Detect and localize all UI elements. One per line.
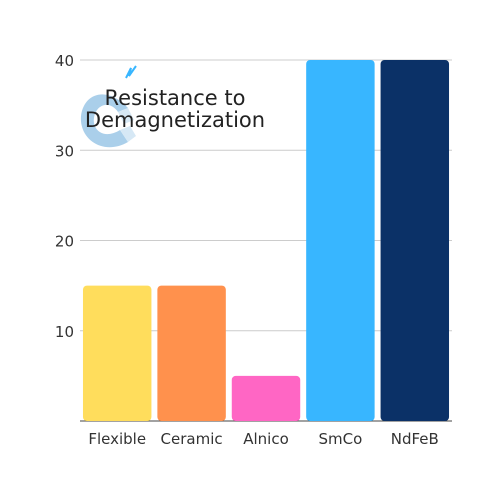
x-tick-label: Alnico xyxy=(243,430,289,448)
x-tick-label: Ceramic xyxy=(161,430,223,448)
chart-title-line-2: Demagnetization xyxy=(85,108,265,132)
y-tick-label: 10 xyxy=(55,323,74,341)
y-tick-label: 40 xyxy=(55,52,74,70)
y-tick-label: 20 xyxy=(55,233,74,251)
x-tick-label: Flexible xyxy=(88,430,146,448)
bar-smco xyxy=(306,60,375,421)
bar-alnico xyxy=(231,375,301,421)
y-axis-labels: 10 20 30 40 xyxy=(55,52,74,341)
x-tick-label: NdFeB xyxy=(391,430,439,448)
bar-ndfeb xyxy=(380,60,450,421)
x-axis-labels: Flexible Ceramic Alnico SmCo NdFeB xyxy=(88,430,439,448)
y-tick-label: 30 xyxy=(55,142,74,160)
bars xyxy=(82,60,450,421)
bar-flexible xyxy=(82,285,152,421)
magnet-icon xyxy=(80,65,137,148)
bar-ceramic xyxy=(157,285,226,421)
x-tick-label: SmCo xyxy=(319,430,363,448)
chart-title-line-1: Resistance to xyxy=(105,86,246,110)
